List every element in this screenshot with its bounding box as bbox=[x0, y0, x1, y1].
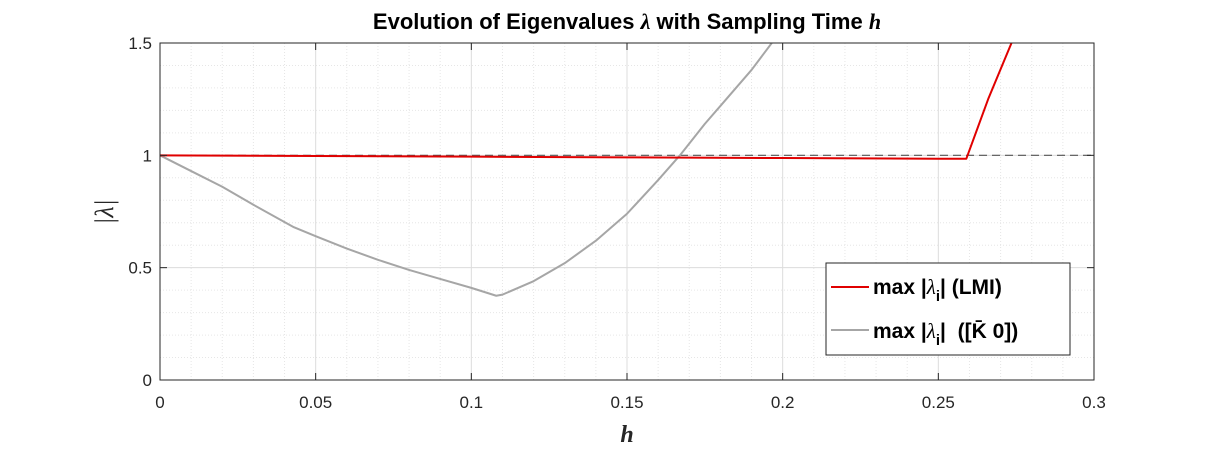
series-line-1 bbox=[160, 43, 773, 297]
legend-label-kbar: max |λi| ([K̄ 0]) bbox=[873, 319, 1018, 349]
x-axis-label: h bbox=[620, 422, 633, 448]
x-tick-label: 0.05 bbox=[299, 393, 332, 412]
series-line-0 bbox=[160, 43, 1013, 160]
x-tick-label: 0.3 bbox=[1082, 393, 1106, 412]
y-tick-label: 1 bbox=[143, 146, 152, 165]
x-tick-label: 0 bbox=[155, 393, 164, 412]
axes: 0 0.05 0.1 0.15 0.2 0.25 0.3 0 0.5 1 1.5 bbox=[128, 34, 1105, 412]
legend: max |λi| (LMI) max |λi| ([K̄ 0]) bbox=[825, 262, 1071, 356]
legend-label-lmi: max |λi| (LMI) bbox=[873, 275, 1002, 305]
x-tick-label: 0.1 bbox=[460, 393, 484, 412]
plot-area bbox=[160, 43, 1094, 297]
x-tick-label: 0.2 bbox=[771, 393, 795, 412]
x-tick-label: 0.15 bbox=[610, 393, 643, 412]
grid bbox=[159, 42, 1095, 381]
x-tick-label: 0.25 bbox=[922, 393, 955, 412]
y-axis-label: |λ| bbox=[90, 199, 119, 225]
y-tick-label: 1.5 bbox=[128, 34, 152, 53]
chart-title: Evolution of Eigenvalues λ with Sampling… bbox=[373, 9, 881, 34]
y-tick-label: 0.5 bbox=[128, 259, 152, 278]
legend-box bbox=[825, 262, 1071, 356]
y-tick-label: 0 bbox=[143, 371, 152, 390]
